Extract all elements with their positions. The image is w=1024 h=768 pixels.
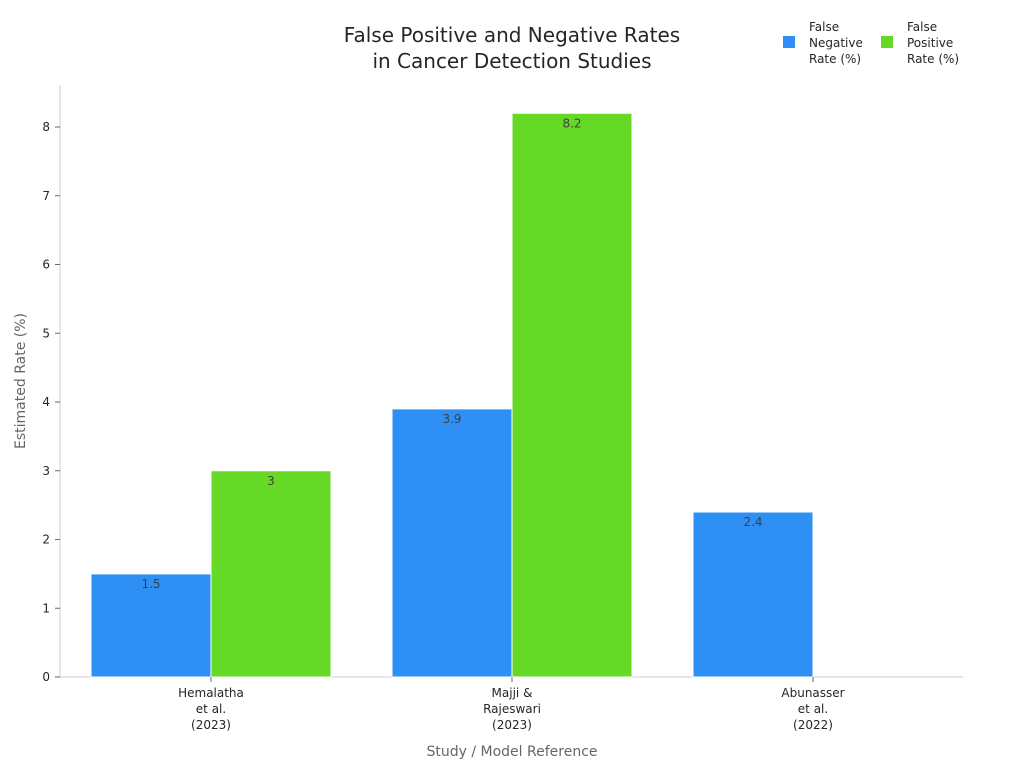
x-axis-title: Study / Model Reference (426, 744, 597, 760)
x-tick-label: Abunasser et al. (2022) (781, 686, 844, 732)
legend-swatch (783, 36, 795, 48)
x-tick-label: Hemalatha et al. (2023) (178, 686, 244, 732)
bar-value-label: 8.2 (562, 116, 581, 130)
y-tick-label: 7 (42, 189, 50, 203)
bars (90, 112, 814, 678)
y-tick-label: 4 (42, 395, 50, 409)
y-tick-label: 6 (42, 258, 50, 272)
legend-item: False Negative Rate (%) (783, 20, 863, 66)
bar-value-label: 3 (267, 474, 275, 488)
x-tick-labels: Hemalatha et al. (2023) Majji & Rajeswari (20… (178, 677, 845, 732)
y-tick-label: 1 (42, 601, 50, 615)
legend-swatch (881, 36, 893, 48)
chart-title-line: False Positive and Negative Rates (344, 23, 680, 47)
y-tick-labels: 0 1 2 3 4 5 6 7 8 (42, 120, 60, 684)
bar (210, 470, 332, 678)
y-tick-label: 5 (42, 326, 50, 340)
bar-labels: 1.5 3.9 2.4 3 8.2 (141, 116, 762, 591)
bar (511, 112, 633, 678)
y-tick-label: 3 (42, 464, 50, 478)
bar-value-label: 2.4 (743, 515, 762, 529)
y-tick-label: 2 (42, 533, 50, 547)
legend-label: False Positive Rate (%) (907, 20, 959, 66)
x-tick-label: Majji & Rajeswari (2023) (483, 686, 541, 732)
legend-label: False Negative Rate (%) (809, 20, 863, 66)
y-tick-label: 8 (42, 120, 50, 134)
y-tick-label: 0 (42, 670, 50, 684)
legend: False Negative Rate (%) False Positive Rate (… (783, 20, 959, 66)
bar (90, 573, 212, 678)
y-axis-title: Estimated Rate (%) (13, 313, 29, 449)
bar (391, 408, 513, 678)
bar-value-label: 1.5 (141, 577, 160, 591)
bar-value-label: 3.9 (442, 412, 461, 426)
bar (692, 511, 814, 678)
legend-item: False Positive Rate (%) (881, 20, 959, 66)
chart-title-line: in Cancer Detection Studies (372, 49, 651, 73)
